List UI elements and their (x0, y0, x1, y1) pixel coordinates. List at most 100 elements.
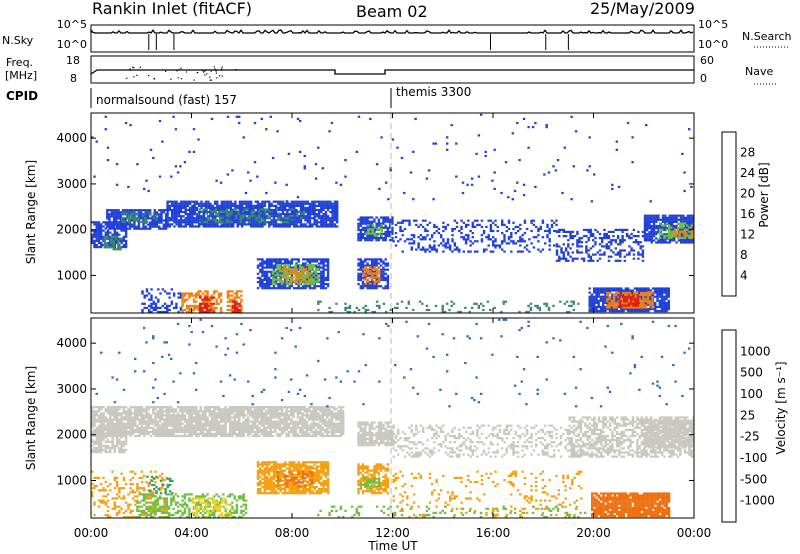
range-gate-cell (265, 283, 269, 286)
range-gate-cell (301, 278, 304, 281)
range-gate-cell (493, 171, 496, 174)
range-gate-cell (359, 268, 362, 271)
range-gate-cell (314, 163, 318, 166)
range-gate-cell (369, 232, 372, 235)
range-gate-cell (401, 221, 404, 224)
range-gate-cell (177, 310, 180, 313)
range-gate-cell (308, 223, 312, 226)
range-gate-cell (331, 206, 334, 209)
range-gate-cell (658, 293, 661, 296)
range-gate-cell (295, 219, 298, 222)
range-gate-cell (304, 210, 307, 214)
range-gate-cell (124, 414, 128, 417)
range-gate-cell (166, 210, 169, 214)
range-gate-cell (489, 229, 493, 233)
range-gate-cell (277, 208, 280, 212)
range-gate-cell (129, 406, 132, 409)
range-gate-cell (623, 239, 626, 242)
range-gate-cell (635, 291, 638, 295)
range-gate-cell (364, 278, 367, 281)
range-gate-cell (673, 218, 676, 221)
range-gate-cell (235, 208, 238, 211)
range-gate-cell (616, 235, 620, 238)
range-gate-cell (164, 213, 168, 216)
range-gate-cell (268, 266, 271, 269)
range-gate-cell (122, 229, 126, 232)
range-gate-cell (375, 226, 378, 229)
range-gate-cell (201, 310, 204, 313)
range-gate-cell (548, 229, 551, 233)
range-gate-cell (692, 230, 694, 233)
range-gate-cell (118, 424, 121, 427)
range-gate-cell (613, 289, 616, 292)
range-gate-cell (643, 229, 647, 232)
range-gate-cell (366, 274, 369, 277)
range-gate-cell (143, 434, 146, 438)
range-gate-cell (165, 434, 168, 438)
range-gate-cell (158, 426, 162, 429)
range-gate-cell (130, 219, 134, 222)
range-gate-cell (633, 291, 636, 295)
range-gate-cell (265, 281, 269, 284)
range-gate-cell (366, 287, 369, 290)
range-gate-cell (281, 208, 285, 212)
range-gate-cell (284, 202, 287, 205)
range-gate-cell (93, 432, 96, 436)
range-gate-cell (216, 204, 219, 207)
range-gate-cell (210, 117, 214, 120)
range-gate-cell (204, 300, 207, 303)
range-gate-cell (204, 202, 208, 205)
range-gate-cell (231, 308, 234, 312)
range-gate-cell (641, 251, 645, 254)
range-gate-cell (632, 257, 636, 260)
range-gate-cell (158, 414, 162, 417)
range-gate-cell (179, 215, 183, 218)
range-gate-cell (607, 235, 611, 238)
range-gate-cell (230, 220, 233, 223)
range-gate-cell (576, 243, 579, 246)
range-gate-cell (479, 113, 483, 116)
range-gate-cell (161, 408, 164, 411)
range-gate-cell (146, 215, 150, 218)
range-gate-cell (211, 215, 214, 218)
range-gate-cell (391, 222, 394, 225)
range-gate-cell (190, 410, 193, 413)
range-gate-cell (227, 204, 230, 207)
range-gate-cell (656, 291, 659, 294)
range-gate-cell (333, 210, 337, 214)
range-gate-cell (492, 250, 495, 253)
range-gate-cell (234, 206, 237, 209)
range-gate-cell (306, 276, 310, 279)
range-gate-cell (691, 241, 694, 244)
range-gate-cell (375, 260, 378, 263)
range-gate-cell (534, 304, 537, 307)
range-gate-cell (598, 243, 602, 246)
range-gate-cell (131, 418, 135, 421)
range-gate-cell (213, 290, 216, 293)
range-gate-cell (519, 227, 522, 231)
range-gate-cell (425, 304, 429, 307)
range-gate-cell (310, 278, 313, 281)
range-gate-cell (482, 308, 485, 312)
range-gate-cell (378, 226, 381, 229)
range-gate-cell (207, 218, 211, 221)
range-gate-cell (216, 225, 219, 228)
nave-tick-low: 0 (700, 72, 707, 85)
range-gate-cell (276, 130, 279, 133)
range-gate-cell (521, 234, 524, 237)
range-gate-cell (176, 171, 180, 174)
range-gate-cell (214, 210, 217, 213)
range-gate-cell (637, 243, 640, 246)
range-gate-cell (232, 217, 235, 220)
range-gate-cell (140, 408, 144, 411)
nsky-label: N.Sky (2, 34, 34, 47)
range-gate-cell (322, 206, 325, 209)
range-gate-cell (112, 211, 116, 214)
range-gate-cell (310, 280, 313, 283)
range-gate-cell (660, 287, 664, 290)
range-gate-cell (643, 218, 647, 221)
range-gate-cell (179, 416, 182, 419)
range-gate-cell (371, 268, 374, 271)
range-gate-cell (646, 239, 649, 242)
range-gate-cell (134, 414, 137, 417)
